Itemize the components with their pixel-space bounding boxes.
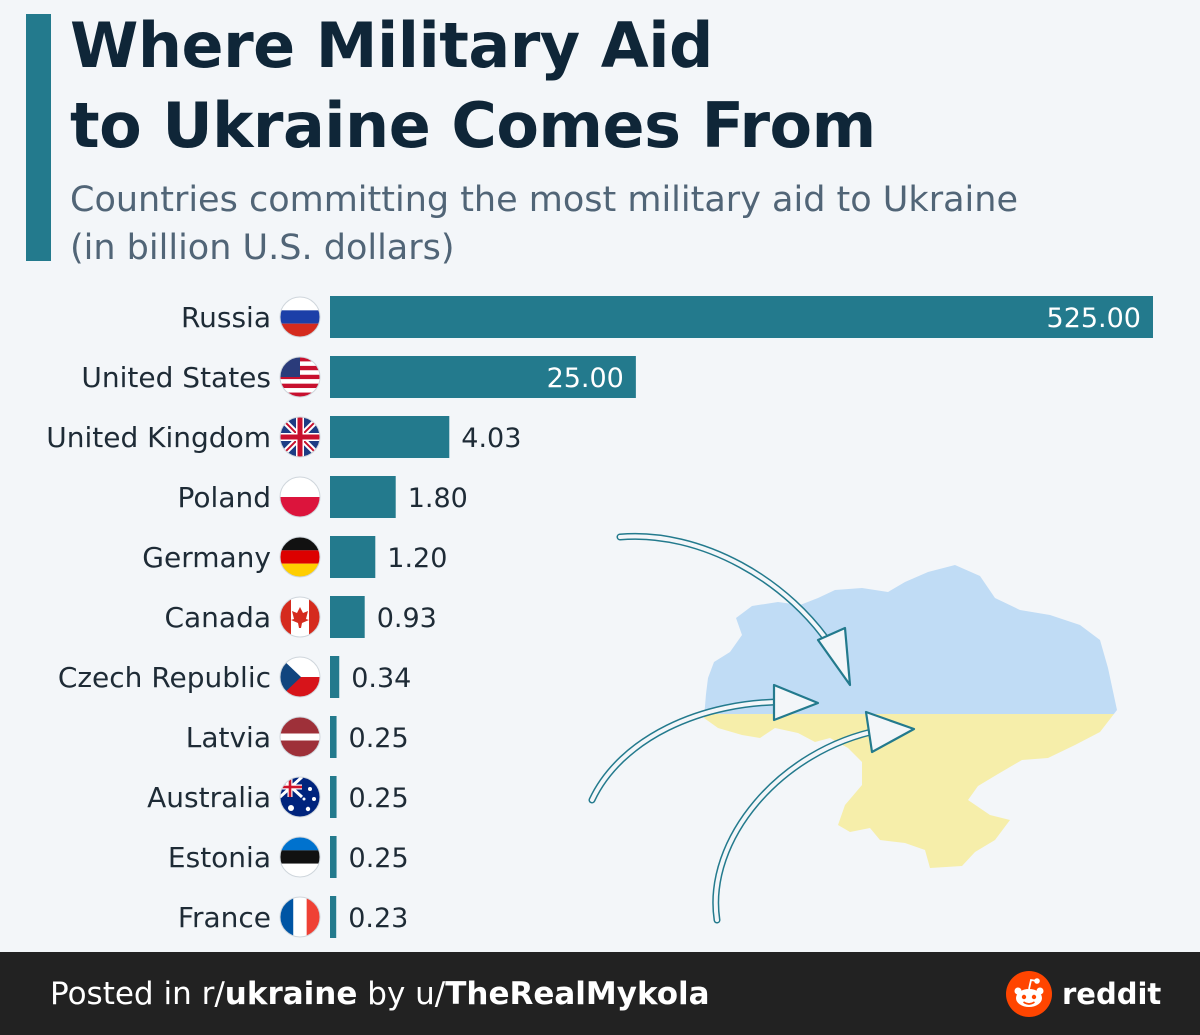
- value-label-czech-republic: 0.34: [351, 663, 411, 694]
- bar-row-germany: Germany 1.20: [142, 536, 447, 578]
- aid-arrow-1: [616, 532, 852, 687]
- attribution-prefix: Posted in r/: [50, 976, 225, 1012]
- bar-row-australia: Australia 0.25: [147, 776, 409, 818]
- category-label-germany: Germany: [142, 541, 271, 574]
- category-label-estonia: Estonia: [168, 841, 271, 874]
- value-label-poland: 1.80: [408, 483, 468, 514]
- category-label-russia: Russia: [181, 301, 271, 334]
- subtitle-line-2: (in billion U.S. dollars): [70, 228, 455, 268]
- category-label-canada: Canada: [164, 601, 271, 634]
- subtitle-line-1: Countries committing the most military a…: [70, 180, 1018, 220]
- bar-row-poland: Poland 1.80: [178, 476, 468, 518]
- poland-flag-icon: [280, 477, 320, 517]
- value-label-germany: 1.20: [387, 543, 447, 574]
- category-label-poland: Poland: [178, 481, 271, 514]
- post-attribution: Posted in r/ukraine by u/TheRealMykola: [50, 974, 710, 1014]
- value-label-australia: 0.25: [349, 783, 409, 814]
- united-states-flag-icon: [280, 357, 320, 397]
- category-label-australia: Australia: [147, 781, 271, 814]
- value-label-canada: 0.93: [377, 603, 437, 634]
- title-accent-bar: [26, 14, 51, 261]
- germany-flag-icon: [280, 537, 320, 577]
- aid-arrow-2: [588, 683, 820, 804]
- map-yellow-half: [704, 714, 1117, 868]
- category-label-latvia: Latvia: [186, 721, 271, 754]
- category-label-united-states: United States: [81, 361, 271, 394]
- estonia-flag-icon: [280, 837, 320, 877]
- latvia-flag-icon: [280, 717, 320, 757]
- france-flag-icon: [280, 897, 320, 937]
- bar-row-estonia: Estonia 0.25: [168, 836, 409, 878]
- footer-bar: Posted in r/ukraine by u/TheRealMykola r…: [0, 952, 1200, 1035]
- bar-russia: [330, 296, 1153, 338]
- reddit-wordmark[interactable]: reddit: [1062, 977, 1162, 1011]
- czech-republic-flag-icon: [280, 657, 320, 697]
- united-kingdom-flag-icon: [280, 417, 320, 457]
- bar-row-russia: Russia 525.00: [181, 296, 1153, 338]
- bar-australia: [330, 776, 337, 818]
- australia-flag-icon: [280, 777, 320, 817]
- value-label-latvia: 0.25: [349, 723, 409, 754]
- bar-united-kingdom: [330, 416, 450, 458]
- bar-czech-republic: [330, 656, 340, 698]
- bar-latvia: [330, 716, 337, 758]
- chart-subtitle: Countries committing the most military a…: [70, 176, 1170, 272]
- bar-chart: Russia 525.00 United States 25.00 United Kin…: [46, 296, 1153, 938]
- bar-row-france: France 0.23: [178, 896, 408, 938]
- category-label-united-kingdom: United Kingdom: [46, 421, 271, 454]
- value-label-united-kingdom: 4.03: [461, 423, 521, 454]
- value-label-estonia: 0.25: [349, 843, 409, 874]
- canada-flag-icon: [280, 597, 320, 637]
- title-line-1: Where Military Aid: [70, 9, 713, 82]
- bar-row-united-states: United States 25.00: [81, 356, 636, 398]
- value-label-france: 0.23: [348, 903, 408, 934]
- title-line-2: to Ukraine Comes From: [70, 89, 876, 162]
- subreddit-link[interactable]: ukraine: [224, 976, 358, 1012]
- bar-row-latvia: Latvia 0.25: [186, 716, 409, 758]
- bar-united-states: [330, 356, 636, 398]
- bar-germany: [330, 536, 376, 578]
- aid-arrows: [588, 532, 916, 924]
- value-label-united-states: 25.00: [547, 363, 624, 394]
- bar-poland: [330, 476, 396, 518]
- category-label-france: France: [178, 901, 271, 934]
- value-label-russia: 525.00: [1047, 303, 1141, 334]
- reddit-logo-icon[interactable]: [1006, 971, 1052, 1017]
- aid-arrow-3: [712, 710, 916, 924]
- attribution-middle: by u/: [357, 976, 446, 1012]
- russia-flag-icon: [280, 297, 320, 337]
- chart-title: Where Military Aid to Ukraine Comes From: [70, 6, 1170, 166]
- category-label-czech-republic: Czech Republic: [58, 661, 271, 694]
- username-link[interactable]: TheRealMykola: [445, 976, 710, 1012]
- bar-row-united-kingdom: United Kingdom 4.03: [46, 416, 521, 458]
- bar-canada: [330, 596, 365, 638]
- bar-estonia: [330, 836, 337, 878]
- bar-row-canada: Canada 0.93: [164, 596, 437, 638]
- bar-france: [330, 896, 337, 938]
- bar-row-czech-republic: Czech Republic 0.34: [58, 656, 411, 698]
